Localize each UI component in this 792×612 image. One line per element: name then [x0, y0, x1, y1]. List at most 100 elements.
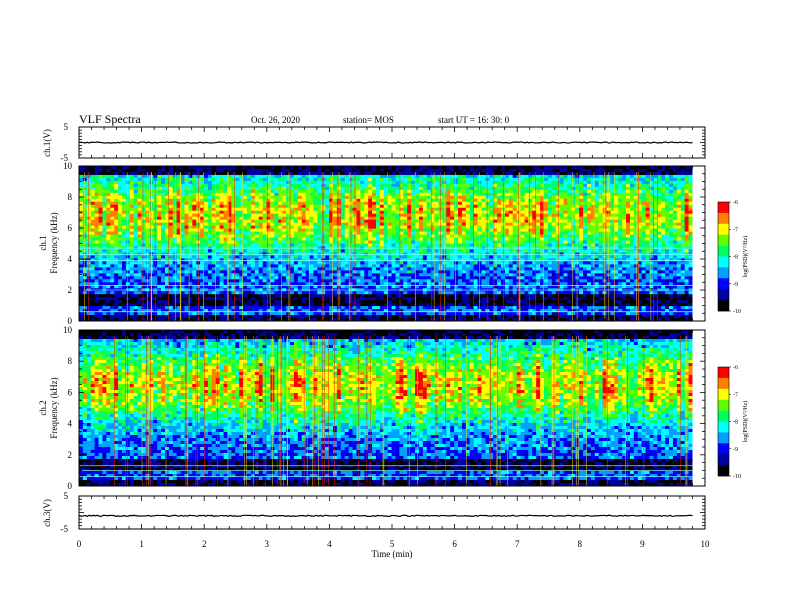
spectrogram-cell — [223, 309, 228, 313]
spectrogram-cell — [184, 237, 189, 241]
spectrogram-cell — [86, 267, 92, 271]
spectrogram-cell — [356, 264, 361, 268]
spectrogram-cell — [395, 264, 400, 268]
spectrogram-cell — [254, 210, 260, 215]
spectrogram-cell — [250, 318, 256, 322]
spectrogram-cell — [313, 294, 318, 298]
spectrogram-cell — [387, 192, 392, 197]
spectrogram-cell — [313, 303, 318, 307]
spectrogram-cell — [192, 264, 197, 268]
spectrogram-cell — [204, 183, 209, 188]
spectrogram-cell — [422, 264, 428, 268]
spectrogram-cell — [375, 189, 381, 194]
spectrogram-cell — [282, 291, 287, 295]
spectrogram-cell — [430, 198, 435, 203]
spectrogram-cell — [415, 291, 420, 295]
spectrogram-cell — [137, 192, 142, 197]
spectrogram-cell — [332, 312, 338, 316]
spectrogram-cell — [231, 213, 236, 218]
spectrogram-cell — [215, 249, 221, 253]
spectrogram-cell — [243, 219, 248, 224]
spectrogram-cell — [375, 231, 381, 235]
spectrogram-cell — [399, 291, 404, 295]
spectrogram-cell — [286, 279, 291, 283]
spectrogram-cell — [125, 318, 131, 322]
spectrogram-cell — [332, 261, 338, 265]
spectrogram-cell — [368, 249, 373, 253]
spectrogram-cell — [422, 294, 428, 298]
spectrogram-cell — [407, 174, 412, 179]
spectrogram-cell — [86, 183, 92, 188]
spectrogram-cell — [114, 264, 119, 268]
spectrogram-cell — [223, 166, 228, 170]
spectrogram-cell — [180, 297, 185, 301]
spectrogram-cell — [395, 243, 400, 247]
spectrogram-cell — [110, 234, 115, 238]
spectrogram-cell — [286, 207, 291, 212]
spectrogram-cell — [200, 315, 205, 319]
spectrogram-cell — [340, 291, 346, 295]
spectrogram-cell — [364, 213, 369, 218]
spectrogram-cell — [387, 240, 392, 244]
spectrogram-cell — [332, 291, 338, 295]
spectrogram-cell — [110, 306, 115, 310]
spectrogram-cell — [422, 267, 428, 271]
spectrogram-cell — [375, 261, 381, 265]
spectrogram-cell — [258, 201, 264, 206]
spectrogram-cell — [247, 186, 252, 191]
spectrogram-cell — [293, 234, 299, 238]
spectrogram-cell — [79, 291, 84, 295]
spectrogram-cell — [375, 210, 381, 215]
spectrogram-cell — [133, 166, 139, 170]
spectrogram-cell — [297, 189, 303, 194]
spectrogram-cell — [364, 279, 369, 283]
spectrogram-cell — [403, 258, 408, 262]
spectrogram-cell — [114, 240, 119, 244]
spectrogram-cell — [317, 270, 322, 274]
spectrogram-cell — [407, 303, 412, 307]
spectrogram-cell — [110, 201, 115, 206]
spectrogram-cell — [317, 282, 322, 286]
spectrogram-cell — [391, 186, 396, 191]
spectrogram-cell — [340, 300, 346, 304]
spectrogram-cell — [340, 318, 346, 322]
spectrogram-cell — [82, 261, 88, 265]
spectrogram-cell — [399, 243, 404, 247]
spectrogram-cell — [243, 309, 248, 313]
spectrogram-cell — [391, 225, 396, 229]
spectrogram-cell — [204, 306, 209, 310]
spectrogram-cell — [90, 177, 96, 182]
spectrogram-cell — [211, 186, 217, 191]
spectrogram-cell — [106, 306, 111, 310]
spectrogram-cell — [344, 171, 350, 176]
spectrogram-cell — [418, 297, 424, 301]
spectrogram-cell — [313, 270, 318, 274]
spectrogram-cell — [82, 306, 88, 310]
spectrogram-cell — [325, 204, 330, 209]
spectrogram-cell — [133, 258, 139, 262]
spectrogram-cell — [258, 285, 264, 289]
spectrogram-cell — [426, 183, 432, 188]
spectrogram-cell — [129, 318, 135, 322]
spectrogram-cell — [258, 315, 264, 319]
spectrogram-cell — [321, 174, 326, 179]
spectrogram-cell — [102, 183, 107, 188]
spectrogram-cell — [98, 201, 103, 206]
spectrogram-cell — [321, 294, 326, 298]
spectrogram-cell — [403, 207, 408, 212]
spectrogram-cell — [90, 294, 96, 298]
spectrogram-cell — [262, 213, 267, 218]
spectrogram-cell — [282, 261, 287, 265]
spectrogram-cell — [332, 267, 338, 271]
spectrogram-cell — [102, 234, 107, 238]
spectrogram-cell — [219, 180, 224, 185]
spectrogram-cell — [141, 258, 146, 262]
spectrogram-cell — [118, 264, 123, 268]
spectrogram-cell — [290, 276, 295, 280]
spectrogram-cell — [387, 174, 392, 179]
spectrogram-cell — [418, 315, 424, 319]
spectrogram-cell — [430, 210, 435, 215]
spectrogram-cell — [391, 231, 396, 235]
spectrogram-cell — [141, 279, 146, 283]
spectrogram-cell — [168, 258, 174, 262]
